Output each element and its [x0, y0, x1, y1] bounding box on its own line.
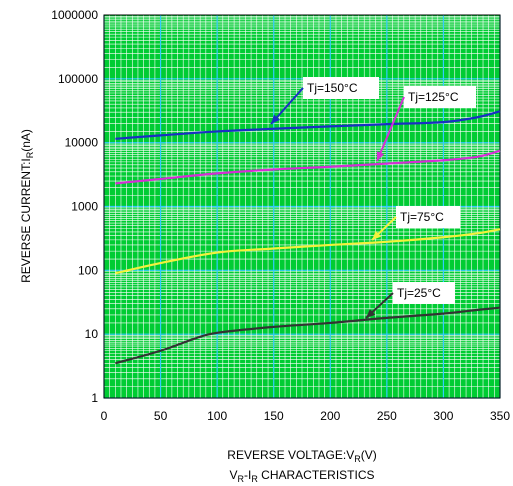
y-tick-label: 1000000	[51, 8, 98, 22]
annotation-arrowhead	[366, 308, 376, 318]
annotations: Tj=150°C Tj=125°C Tj=75°C Tj=25°C	[270, 77, 476, 319]
annotation-label: Tj=150°C	[307, 81, 358, 95]
x-tick-label: 300	[433, 409, 453, 423]
series-line-2	[115, 149, 501, 185]
y-axis-title: REVERSE CURRENT:IR(nA)	[19, 129, 35, 283]
x-tick-label: 50	[154, 409, 168, 423]
annotation-label: Tj=75°C	[400, 210, 444, 224]
y-tick-label: 1000	[71, 200, 98, 214]
x-tick-label: 200	[320, 409, 340, 423]
annotation-arrowhead	[372, 230, 382, 240]
chart-caption: VR-IR CHARACTERISTICS	[229, 468, 374, 484]
x-tick-label: 100	[207, 409, 227, 423]
series-line-1	[115, 110, 501, 140]
x-tick-label: 250	[377, 409, 397, 423]
annotation-box	[393, 282, 455, 304]
y-tick-labels: 1 10 100 1000 10000 100000 1000000	[51, 8, 98, 405]
x-tick-label: 0	[101, 409, 108, 423]
annotation-box	[404, 86, 476, 108]
grid-lines	[103, 15, 501, 399]
series-layer	[115, 110, 501, 365]
annotation-label: Tj=125°C	[408, 90, 459, 104]
x-tick-label: 350	[490, 409, 510, 423]
y-tick-label: 100	[78, 263, 98, 277]
x-axis-title: REVERSE VOLTAGE:VR(V)	[227, 448, 376, 464]
y-tick-label: 1	[91, 391, 98, 405]
annotation-arrowhead	[376, 151, 385, 161]
plot-frame	[103, 14, 501, 399]
annotation-box	[303, 77, 379, 99]
y-tick-label: 10000	[65, 136, 99, 150]
series-line-3	[115, 228, 501, 275]
series-line-4	[115, 306, 501, 365]
annotation-box	[396, 206, 460, 228]
y-tick-label: 10	[85, 327, 99, 341]
annotation-arrow	[376, 96, 405, 162]
annotation-arrowhead	[271, 114, 280, 124]
x-tick-labels: 0 50 100 150 200 250 300 350	[101, 409, 511, 423]
y-tick-label: 100000	[58, 72, 98, 86]
x-tick-label: 150	[264, 409, 284, 423]
annotation-label: Tj=25°C	[397, 286, 441, 300]
